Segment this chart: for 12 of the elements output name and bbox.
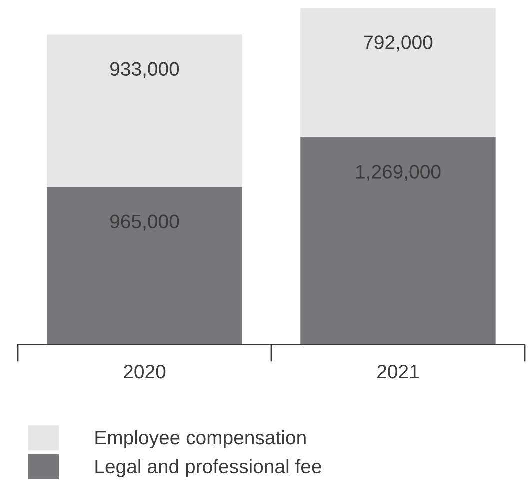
data-label: 792,000 — [364, 36, 433, 52]
data-label: 965,000 — [110, 214, 180, 231]
legend-label: Employee compensation — [96, 430, 306, 449]
data-label: 1,269,000 — [356, 165, 441, 182]
x-tick-label: 2021 — [378, 364, 419, 379]
legend-label: Legal and professional fee — [96, 459, 322, 478]
bar — [300, 138, 496, 345]
bar — [47, 187, 242, 345]
x-tick-label: 2020 — [124, 364, 166, 379]
bar — [300, 8, 496, 138]
data-label: 933,000 — [110, 62, 180, 78]
bar — [47, 34, 242, 188]
